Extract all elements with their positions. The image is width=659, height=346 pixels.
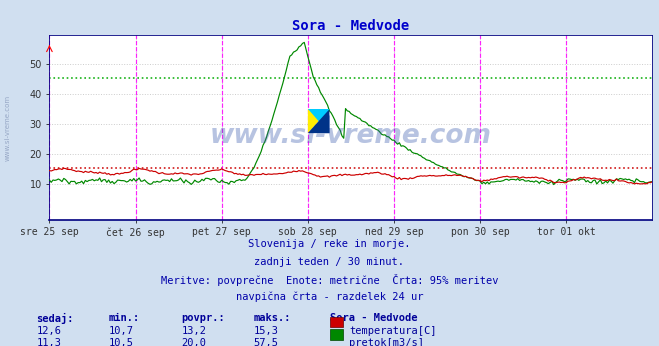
Polygon shape bbox=[308, 109, 330, 133]
Text: 15,3: 15,3 bbox=[254, 326, 279, 336]
Text: Slovenija / reke in morje.: Slovenija / reke in morje. bbox=[248, 239, 411, 249]
Polygon shape bbox=[308, 109, 330, 133]
Text: navpična črta - razdelek 24 ur: navpična črta - razdelek 24 ur bbox=[236, 291, 423, 302]
Text: Meritve: povprečne  Enote: metrične  Črta: 95% meritev: Meritve: povprečne Enote: metrične Črta:… bbox=[161, 274, 498, 286]
Text: www.si-vreme.com: www.si-vreme.com bbox=[210, 124, 492, 149]
Text: zadnji teden / 30 minut.: zadnji teden / 30 minut. bbox=[254, 257, 405, 267]
Polygon shape bbox=[308, 109, 330, 133]
Text: www.si-vreme.com: www.si-vreme.com bbox=[5, 95, 11, 161]
Text: temperatura[C]: temperatura[C] bbox=[349, 326, 437, 336]
Text: 10,5: 10,5 bbox=[109, 338, 134, 346]
Text: min.:: min.: bbox=[109, 313, 140, 323]
Polygon shape bbox=[308, 115, 330, 133]
Title: Sora - Medvode: Sora - Medvode bbox=[293, 19, 409, 34]
Text: sedaj:: sedaj: bbox=[36, 313, 74, 324]
Text: 57,5: 57,5 bbox=[254, 338, 279, 346]
Text: 20,0: 20,0 bbox=[181, 338, 206, 346]
Text: pretok[m3/s]: pretok[m3/s] bbox=[349, 338, 424, 346]
Text: 10,7: 10,7 bbox=[109, 326, 134, 336]
Text: Sora - Medvode: Sora - Medvode bbox=[330, 313, 417, 323]
Text: povpr.:: povpr.: bbox=[181, 313, 225, 323]
Text: 12,6: 12,6 bbox=[36, 326, 61, 336]
Text: maks.:: maks.: bbox=[254, 313, 291, 323]
Text: 11,3: 11,3 bbox=[36, 338, 61, 346]
Text: 13,2: 13,2 bbox=[181, 326, 206, 336]
